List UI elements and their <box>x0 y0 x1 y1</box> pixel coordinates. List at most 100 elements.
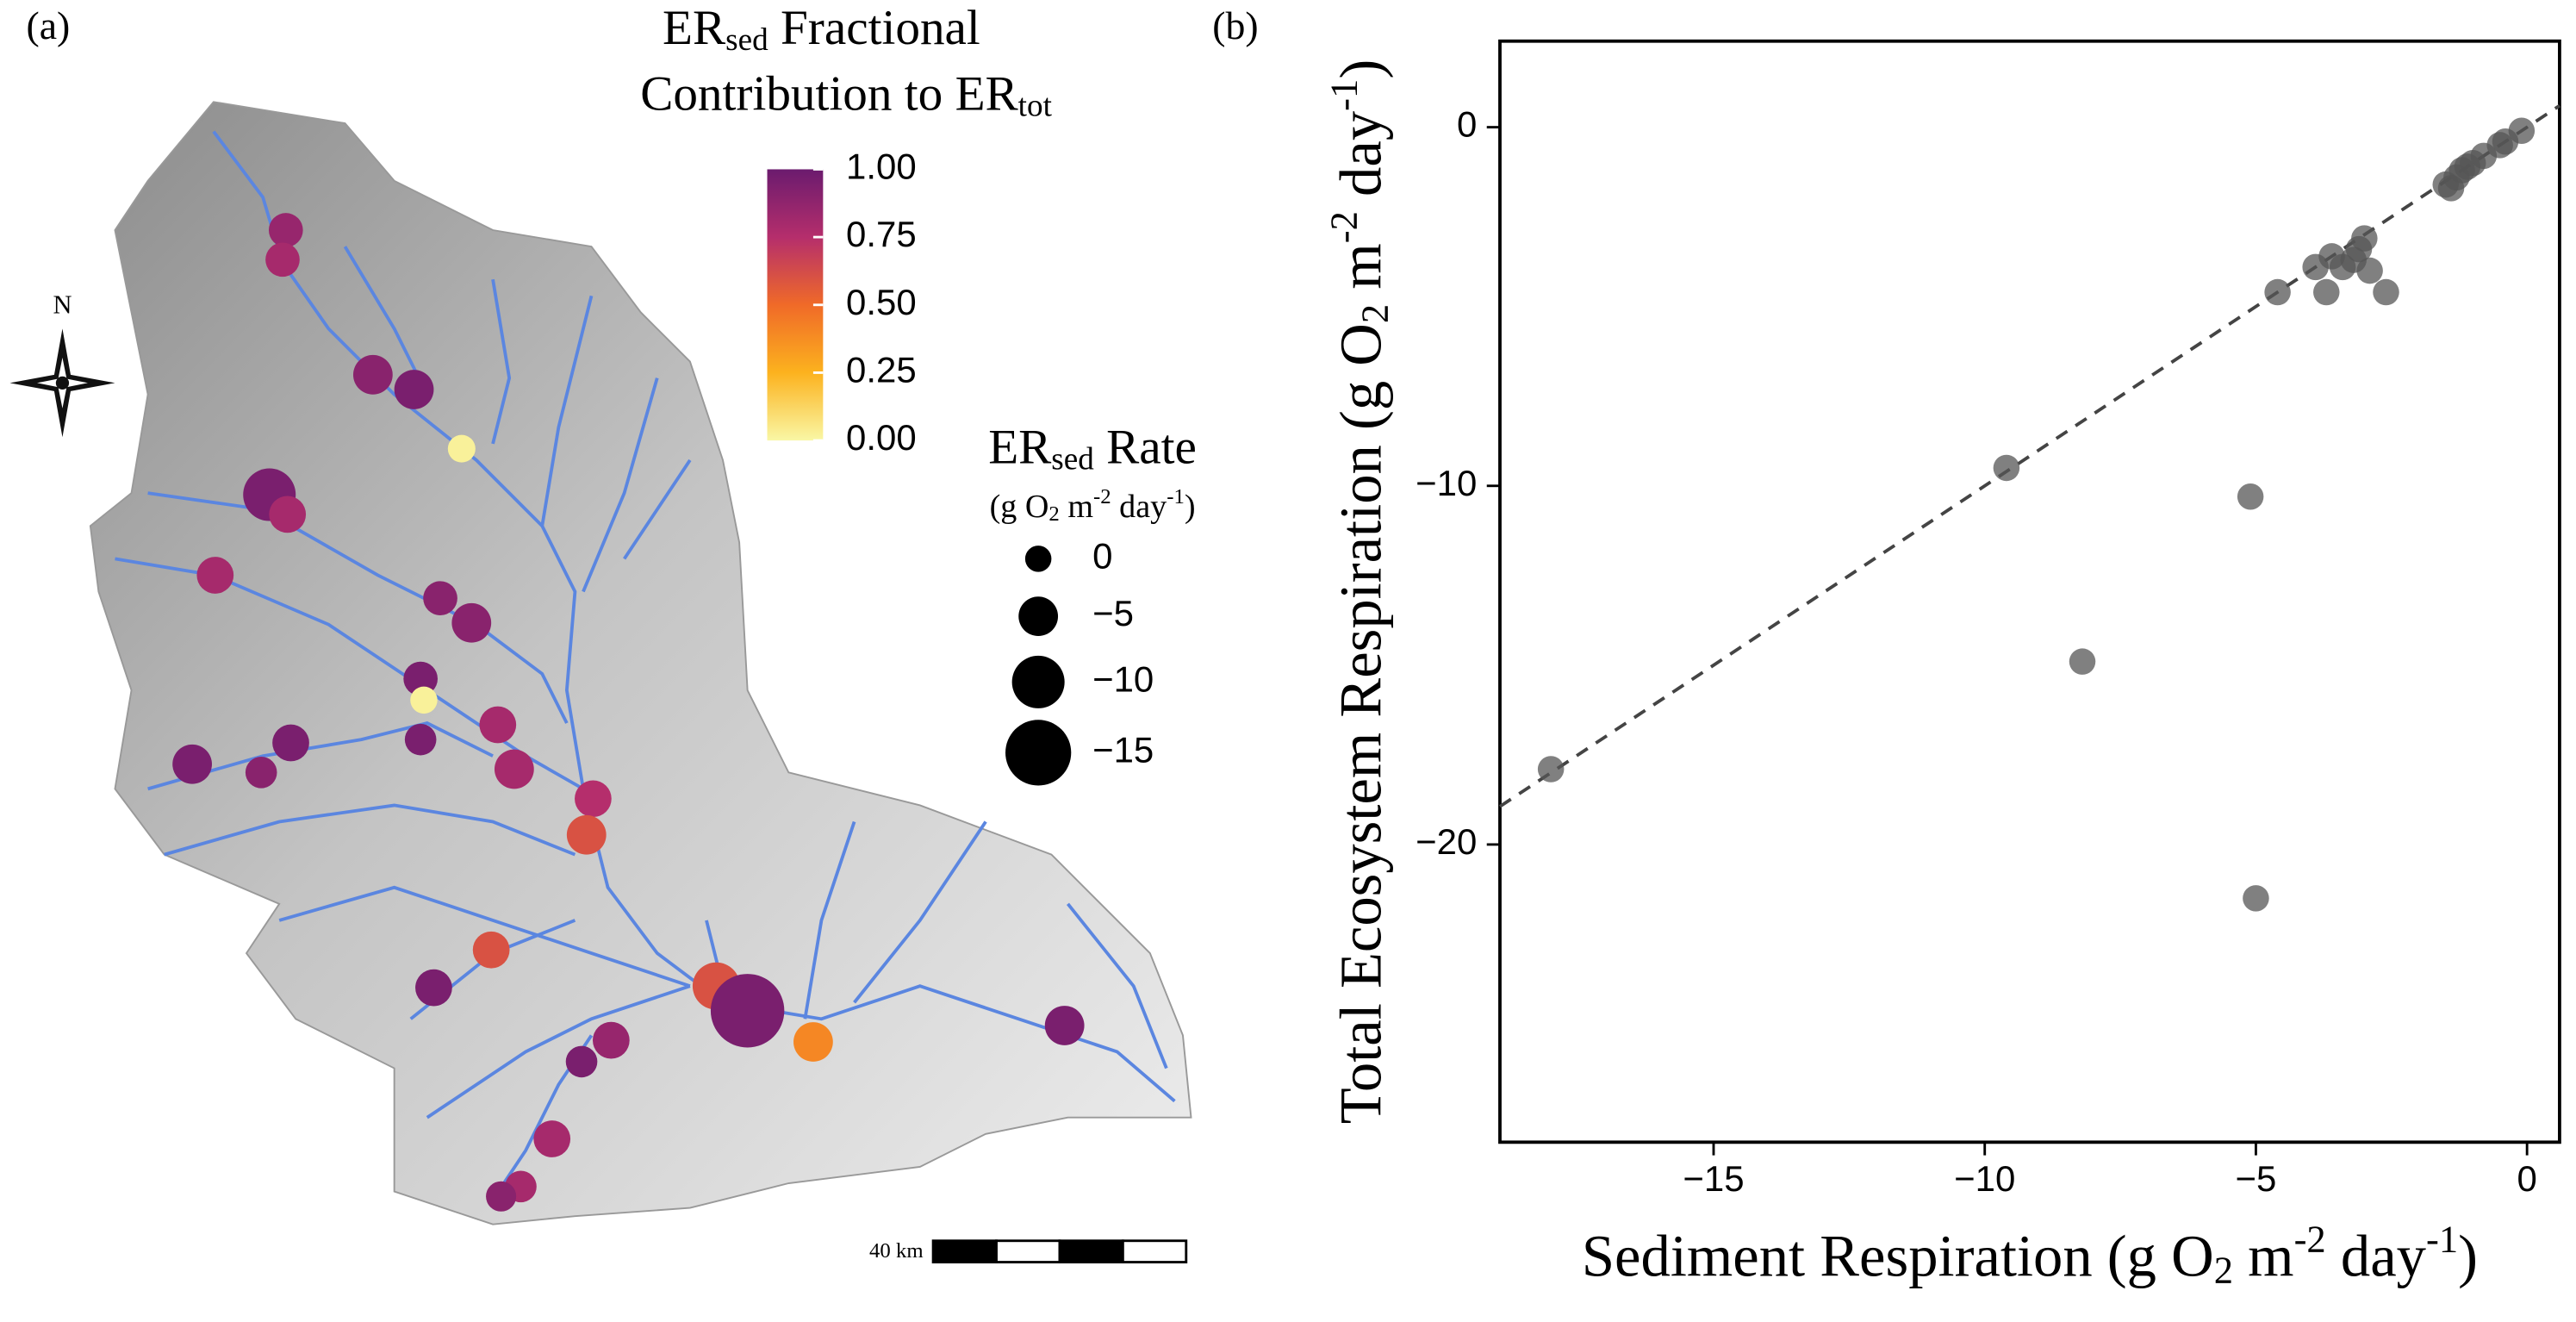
site <box>410 686 438 714</box>
y-axis-label-part: -1 <box>1322 79 1365 111</box>
size-legend-unit: (g O2 m-2 day-1) <box>990 485 1196 526</box>
size-legend-unit-part: -1 <box>1167 485 1185 508</box>
site <box>486 1181 517 1212</box>
site <box>593 1021 630 1059</box>
size-legend-circle <box>1005 720 1072 786</box>
y-axis-label-part: Total Ecosystem Respiration (g O <box>1328 323 1393 1124</box>
site <box>268 213 303 247</box>
size-legend-circle <box>1011 655 1065 708</box>
site <box>265 242 300 277</box>
site <box>793 1022 833 1062</box>
site <box>575 780 612 818</box>
site <box>172 744 212 784</box>
colorbar-tick-label: 0.25 <box>846 350 917 390</box>
point <box>2340 246 2367 273</box>
size-legend-label: 0 <box>1092 535 1112 576</box>
compass <box>9 328 115 438</box>
north-label: N <box>53 290 72 320</box>
size-legend-title-part: sed <box>1051 441 1094 477</box>
size-legend-circle <box>1018 596 1059 637</box>
point <box>2069 648 2096 675</box>
y-axis-label: Total Ecosystem Respiration (g O2 m-2 da… <box>1322 59 1396 1124</box>
colorbar-tick-label: 0.50 <box>846 282 917 322</box>
site <box>352 354 393 395</box>
site <box>566 814 607 855</box>
x-tick-label: −10 <box>1954 1158 2015 1199</box>
scale-label: 40 km <box>869 1239 924 1263</box>
y-tick-label: −20 <box>1416 821 1477 862</box>
size-legend-title: ERsed Rate <box>988 421 1197 477</box>
y-axis-label-part: m <box>1328 243 1393 304</box>
site <box>472 931 510 969</box>
legend-title-part: Contribution to ER <box>640 67 1018 122</box>
site <box>415 969 452 1007</box>
point <box>2237 483 2264 510</box>
site <box>451 602 492 643</box>
size-legend-unit-part: 2 <box>1048 502 1059 526</box>
legend-title-part: Fractional <box>768 1 980 55</box>
site <box>1044 1006 1085 1045</box>
site <box>403 661 438 696</box>
point <box>1993 454 2020 482</box>
colorbar-tick-label: 0.00 <box>846 417 917 458</box>
legend-title: Contribution to ERtot <box>640 67 1052 123</box>
point <box>1537 756 1565 783</box>
size-legend-title-part: ER <box>988 421 1052 475</box>
y-axis-label-part: ) <box>1328 59 1393 79</box>
y-tick-label: 0 <box>1457 104 1477 145</box>
size-legend-unit-part: -2 <box>1093 485 1111 508</box>
site <box>710 974 785 1048</box>
point <box>2373 278 2399 306</box>
legend-title-part: sed <box>725 22 768 58</box>
y-axis-label-part: day <box>1328 110 1393 211</box>
site <box>272 724 309 762</box>
x-axis-label-part: -2 <box>2294 1217 2326 1260</box>
size-legend-label: −10 <box>1092 658 1154 699</box>
legend-title: ERsed Fractional <box>663 1 980 58</box>
size-legend-label: −15 <box>1092 729 1154 770</box>
site <box>423 581 457 615</box>
x-axis-label-part: Sediment Respiration (g O <box>1582 1223 2214 1288</box>
point <box>2351 225 2378 252</box>
size-legend-circle <box>1024 546 1052 572</box>
site <box>533 1120 571 1157</box>
size-legend-unit-part: m <box>1060 489 1094 525</box>
site <box>494 749 534 789</box>
colorbar-tick-label: 1.00 <box>846 147 917 187</box>
size-legend-title-part: Rate <box>1094 421 1197 475</box>
x-tick-label: 0 <box>2517 1158 2537 1199</box>
legend-title-part: ER <box>663 1 726 55</box>
site <box>269 496 307 533</box>
x-axis-label-part: 2 <box>2214 1248 2233 1291</box>
scale-bar <box>931 1239 1188 1263</box>
point <box>2243 885 2269 912</box>
panel-label: (a) <box>27 3 71 47</box>
x-axis-label-part: -1 <box>2426 1217 2458 1260</box>
y-tick-label: −10 <box>1416 463 1477 503</box>
site <box>196 557 234 594</box>
point <box>2264 278 2291 306</box>
size-legend-unit-part: (g O <box>990 489 1049 525</box>
x-axis-label-part: ) <box>2458 1223 2478 1288</box>
size-legend-label: −5 <box>1092 593 1134 633</box>
size-legend-unit-part: ) <box>1185 489 1196 525</box>
size-legend-unit-part: day <box>1111 489 1167 525</box>
site <box>565 1045 598 1078</box>
legend-title-part: tot <box>1018 88 1053 123</box>
one-to-one-line <box>1498 104 2560 808</box>
site <box>404 723 437 756</box>
site <box>394 370 434 409</box>
y-axis-label-part: 2 <box>1353 304 1396 323</box>
panel-label: (b) <box>1212 3 1258 47</box>
x-tick-label: −15 <box>1683 1158 1744 1199</box>
y-axis-label-part: -2 <box>1322 211 1365 243</box>
x-axis-label: Sediment Respiration (g O2 m-2 day-1) <box>1582 1217 2478 1291</box>
site <box>447 434 476 463</box>
x-tick-label: −5 <box>2236 1158 2277 1199</box>
plot-frame <box>1498 39 2561 1144</box>
x-axis-label-part: day <box>2326 1223 2427 1288</box>
site <box>479 706 517 744</box>
colorbar-tick-label: 0.75 <box>846 214 917 254</box>
point <box>2313 278 2340 306</box>
